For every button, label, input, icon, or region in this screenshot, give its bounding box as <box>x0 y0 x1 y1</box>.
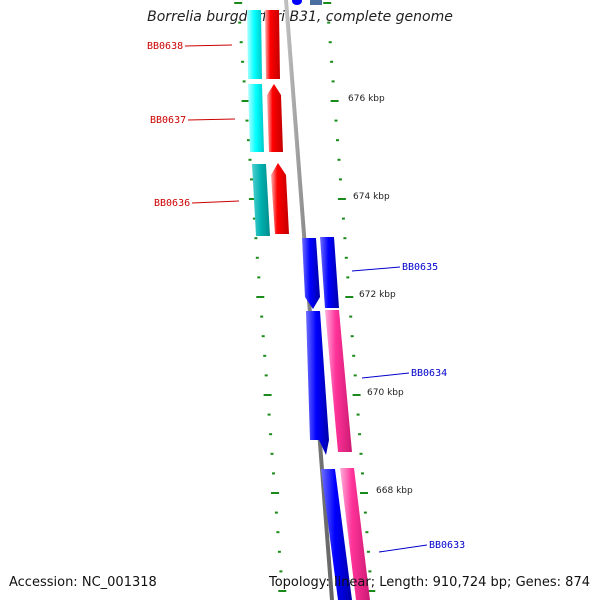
gene-fragment-top[interactable] <box>310 0 322 5</box>
feature-cyan-bb0638[interactable] <box>247 10 262 79</box>
length-value: 910,724 bp <box>432 575 508 590</box>
gene-label-bb0636[interactable]: BB0636 <box>154 198 190 209</box>
scale-label-674: 674 kbp <box>353 192 390 202</box>
map-title: Borrelia burgdorferi B31, complete genom… <box>147 9 453 25</box>
accession-label: Accession: <box>9 575 78 590</box>
gene-fragment-top[interactable] <box>292 0 302 5</box>
scale-label-668: 668 kbp <box>376 486 413 496</box>
label-connector <box>187 118 236 121</box>
gene-bb0633[interactable] <box>321 469 352 600</box>
accession-info: Accession: NC_001318 <box>9 575 157 590</box>
topology-value: linear <box>333 575 371 590</box>
gene-bb0635[interactable] <box>302 238 320 309</box>
topology-label: Topology: <box>268 575 330 590</box>
scale-label-676: 676 kbp <box>348 94 385 104</box>
gene-bb0638[interactable] <box>265 10 280 79</box>
accession-value: NC_001318 <box>81 575 157 590</box>
scale-label-670: 670 kbp <box>367 388 404 398</box>
feature-cyan-bb0636[interactable] <box>252 164 270 236</box>
scale-label-672: 672 kbp <box>359 290 396 300</box>
label-connector <box>191 200 240 204</box>
gene-label-bb0638[interactable]: BB0638 <box>147 41 183 52</box>
gene-bb0636[interactable] <box>271 163 289 234</box>
genes-label: Genes: <box>515 575 562 590</box>
gene-bb0635-right[interactable] <box>320 237 339 308</box>
gene-label-bb0635[interactable]: BB0635 <box>402 262 438 273</box>
label-connector <box>378 544 428 553</box>
gene-label-bb0637[interactable]: BB0637 <box>150 115 186 126</box>
gene-bb0637[interactable] <box>267 84 283 152</box>
gene-label-bb0633[interactable]: BB0633 <box>429 540 465 551</box>
feature-cyan-bb0637[interactable] <box>248 84 264 152</box>
gene-bb0634[interactable] <box>306 311 329 455</box>
right-tick-marks <box>323 2 376 592</box>
gene-bb0634-pink[interactable] <box>325 310 352 452</box>
genes-value: 874 <box>565 575 590 590</box>
genome-stats: Topology: linear; Length: 910,724 bp; Ge… <box>268 575 590 590</box>
length-label: Length: <box>379 575 429 590</box>
label-connector <box>361 372 410 379</box>
gene-label-bb0634[interactable]: BB0634 <box>411 368 447 379</box>
gene-bb0633-pink[interactable] <box>340 468 370 600</box>
label-connector <box>184 44 233 47</box>
label-connector <box>351 266 401 272</box>
